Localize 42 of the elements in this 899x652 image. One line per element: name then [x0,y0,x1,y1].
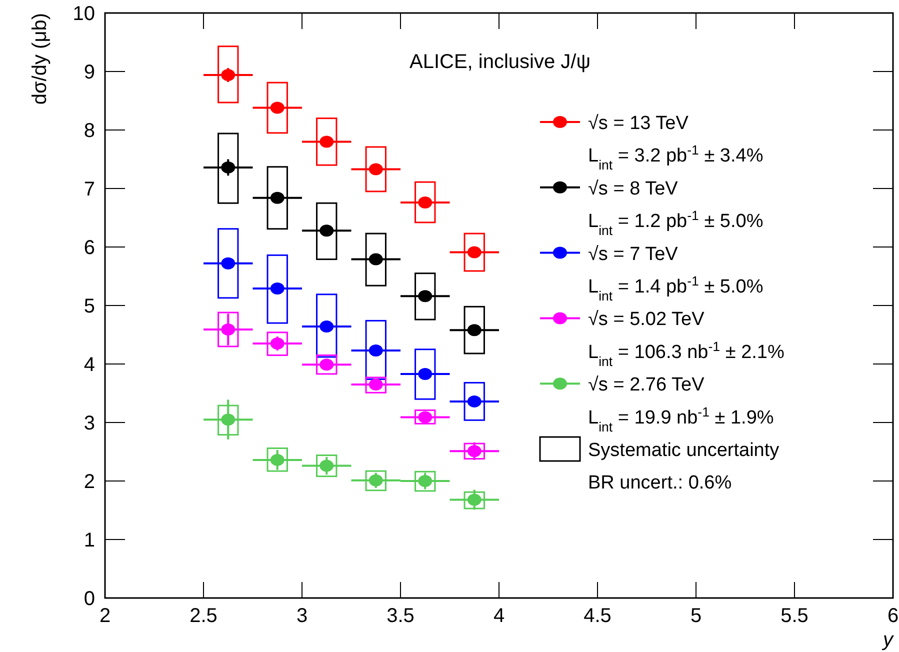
annotation: L$_{int}$ = 3.2 pb$^{-1}$ ± 3.4% [588,142,764,172]
y-tick-label: 10 [72,3,95,25]
point [270,192,284,204]
annotation: L$_{int}$ = 1.2 pb$^{-1}$ ± 5.0% [588,208,764,238]
point [270,282,284,295]
legend-label: √s = 8 TeV [588,178,678,200]
annotation: L$_{int}$ = 1.4 pb$^{-1}$ ± 5.0% [588,273,764,303]
point [221,161,236,174]
legend-label: √s = 7 TeV [588,244,678,265]
legend-label: √s = 13 TeV [588,113,689,134]
point [368,344,383,357]
point [320,320,334,333]
x-tick-label: 3.5 [386,605,414,627]
legend-label: Systematic uncertainty [588,440,780,461]
x-tick-label: 2.5 [190,605,218,627]
y-tick-label: 1 [84,530,95,552]
y-axis-title: dσ/dy (μb) [29,13,51,105]
legend-label: √s = 2.76 TeV [588,374,705,396]
point [320,224,334,237]
y-tick-label: 8 [84,120,95,142]
y-tick-label: 7 [84,178,95,200]
x-tick-label: 4 [493,605,505,627]
x-tick-label: 2 [99,605,111,627]
y-tick-label: 5 [84,296,95,318]
y-tick-label: 4 [84,354,95,376]
annotation: BR uncert.: 0.6% [588,472,732,494]
legend-label: √s = 5.02 TeV [588,309,705,330]
x-tick-label: 5 [690,605,702,627]
y-tick-label: 6 [84,237,95,259]
point [221,257,236,270]
x-axis-title: y [881,629,894,651]
y-tick-label: 2 [84,471,95,493]
y-tick-label: 3 [84,412,95,434]
y-tick-label: 0 [84,588,95,610]
annotation: L$_{int}$ = 106.3 nb$^{-1}$ ± 2.1% [588,338,784,368]
x-tick-label: 4.5 [584,605,612,627]
x-tick-label: 6 [887,605,899,627]
x-tick-label: 3 [296,605,308,627]
x-tick-label: 5.5 [780,605,808,627]
annotation: L$_{int}$ = 19.9 nb$^{-1}$ ± 1.9% [588,404,774,434]
y-tick-label: 9 [84,62,95,84]
text: ALICE, inclusive J/ψ [410,51,590,73]
